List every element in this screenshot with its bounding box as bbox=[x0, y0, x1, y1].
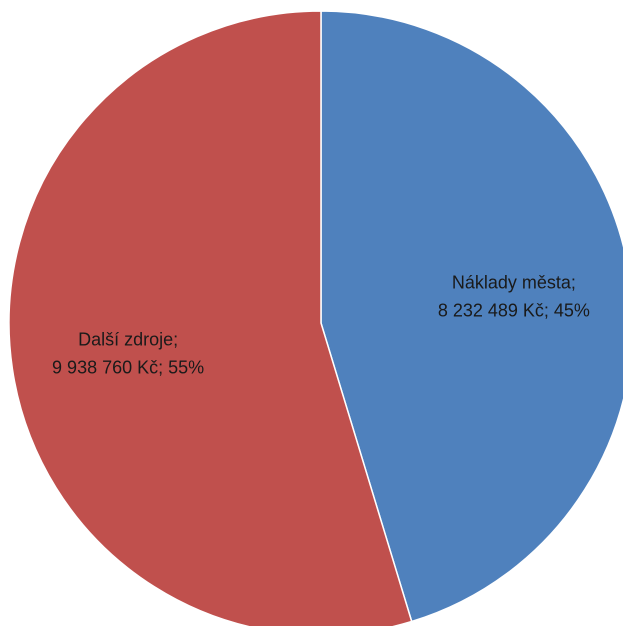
pie-slice-1 bbox=[320, 10, 623, 623]
pie-slice-2 bbox=[8, 10, 413, 626]
pie-slices bbox=[8, 10, 623, 626]
pie-labels: Náklady města; 8 232 489 Kč; 45% Další zdr… bbox=[52, 272, 590, 377]
slice-value-label: 8 232 489 Kč; 45% bbox=[438, 300, 590, 320]
pie-slice-label-2: Další zdroje; 9 938 760 Kč; 55% bbox=[52, 330, 204, 378]
slice-value-label: 9 938 760 Kč; 55% bbox=[52, 358, 204, 378]
slice-name-label: Náklady města; bbox=[452, 272, 576, 292]
pie-slice-label-1: Náklady města; 8 232 489 Kč; 45% bbox=[438, 272, 590, 320]
slice-name-label: Další zdroje; bbox=[78, 330, 178, 350]
